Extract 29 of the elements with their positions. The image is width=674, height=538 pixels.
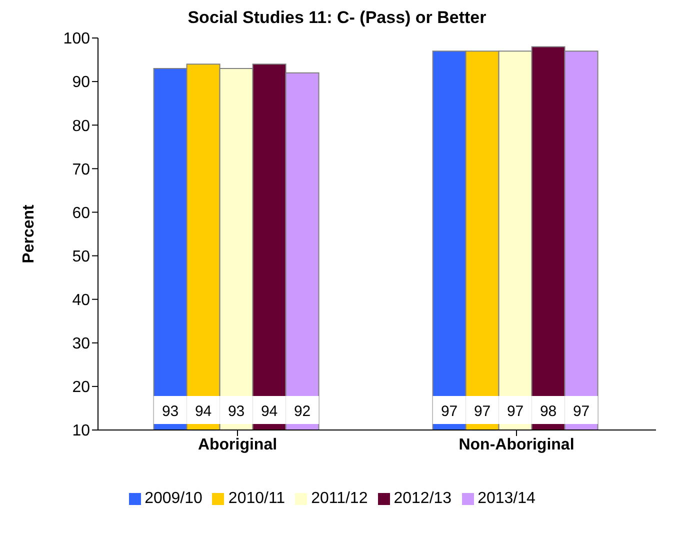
legend-label: 2009/10 [144,490,202,507]
y-tick-label: 10 [72,422,90,440]
y-tick-label: 90 [72,74,90,92]
x-tick-label: Aboriginal [198,436,278,454]
data-label: 97 [506,403,524,420]
legend-label: 2010/11 [228,490,286,507]
data-label: 92 [294,403,311,420]
y-axis-title: Percent [20,204,38,264]
legend-label: 2012/13 [394,490,452,507]
data-label: 98 [540,403,557,420]
y-tick-label: 40 [72,292,90,310]
legend-label: 2013/14 [478,490,536,507]
y-tick-label: 100 [63,30,90,48]
legend-label: 2011/12 [311,490,368,507]
y-tick-label: 60 [72,204,90,222]
y-tick-label: 80 [72,118,90,135]
y-tick-label: 30 [72,336,90,353]
data-label: 97 [474,403,491,420]
data-label: 97 [572,403,590,420]
data-label: 94 [260,403,278,420]
y-tick-label: 50 [72,248,90,266]
data-label: 93 [162,403,179,420]
data-label: 94 [194,403,212,420]
chart-title: Social Studies 11: C- (Pass) or Better [186,8,488,28]
data-label: 97 [440,403,458,420]
x-tick-label: Non-Aboriginal [458,436,574,454]
y-tick-label: 20 [72,379,90,396]
data-label: 93 [228,403,245,420]
y-tick-label: 70 [72,161,90,178]
